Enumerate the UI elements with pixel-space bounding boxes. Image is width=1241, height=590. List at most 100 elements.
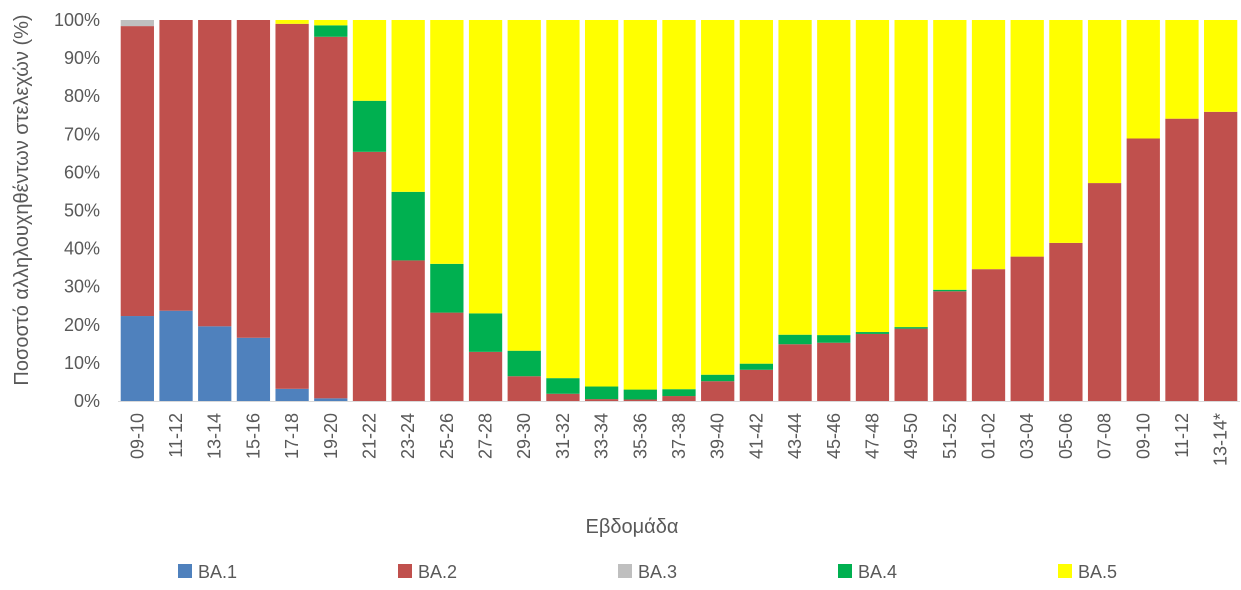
- bar-segment-ba5: [739, 20, 774, 364]
- bar-segment-ba5: [507, 20, 541, 351]
- bar-segment-ba5: [1049, 20, 1083, 243]
- bar-segment-ba1: [275, 388, 309, 401]
- y-tick-label: 50%: [64, 201, 100, 221]
- bar-segment-ba2: [1204, 111, 1238, 401]
- x-tick-label: 43-44: [785, 413, 805, 459]
- y-tick-label: 0%: [74, 391, 100, 411]
- bar-segment-ba2: [971, 269, 1006, 401]
- x-tick-label: 49-50: [901, 413, 921, 459]
- bar-segment-ba5: [314, 20, 348, 26]
- x-tick-label: 11-12: [166, 413, 186, 458]
- bar-segment-ba5: [894, 20, 928, 328]
- bar-segment-ba2: [546, 393, 580, 401]
- bar-segment-ba2: [1087, 183, 1122, 401]
- bar-segment-ba2: [391, 260, 425, 401]
- bars: [120, 20, 1238, 402]
- y-tick-label: 80%: [64, 86, 100, 106]
- y-tick-label: 60%: [64, 162, 100, 182]
- bar-segment-ba5: [1010, 20, 1044, 257]
- bar-segment-ba4: [933, 289, 967, 292]
- legend-label: BA.5: [1078, 562, 1117, 582]
- legend-swatch-ba5: [1058, 564, 1072, 578]
- bar-segment-ba1: [236, 337, 271, 401]
- bar-segment-ba5: [662, 20, 696, 390]
- legend-label: BA.1: [198, 562, 237, 582]
- bar-segment-ba2: [198, 20, 232, 327]
- bar-segment-ba5: [855, 20, 890, 333]
- bar-segment-ba2: [1010, 256, 1044, 401]
- x-tick-label: 13-14: [205, 413, 225, 459]
- bar-segment-ba5: [701, 20, 735, 375]
- bar-segment-ba4: [352, 100, 387, 152]
- bar-segment-ba2: [817, 342, 851, 401]
- bar-segment-ba2: [120, 26, 154, 317]
- x-tick-label: 45-46: [824, 413, 844, 459]
- y-tick-label: 70%: [64, 124, 100, 144]
- bar-segment-ba5: [1204, 20, 1238, 112]
- x-axis-ticks: 09-10 11-12 13-14 15-16 17-18 19-20 21-22 23-24…: [127, 413, 1230, 466]
- bar-segment-ba2: [507, 376, 541, 401]
- bar-segment-ba4: [662, 389, 696, 397]
- bar-segment-ba4: [584, 386, 619, 400]
- bar-segment-ba1: [120, 316, 154, 401]
- x-tick-label: 27-28: [476, 413, 496, 459]
- bar-segment-ba2: [236, 20, 271, 338]
- x-tick-label: 11-12: [1172, 413, 1192, 458]
- bar-segment-ba5: [1126, 20, 1160, 139]
- y-tick-label: 100%: [54, 10, 100, 30]
- x-tick-label: 15-16: [243, 413, 263, 459]
- bar-segment-ba2: [894, 328, 928, 401]
- bar-segment-ba1: [159, 310, 193, 401]
- x-tick-label: 19-20: [321, 413, 341, 459]
- y-tick-label: 40%: [64, 239, 100, 259]
- bar-segment-ba5: [468, 20, 503, 314]
- legend-label: BA.4: [858, 562, 897, 582]
- x-tick-label: 51-52: [940, 413, 960, 459]
- x-tick-label: 03-04: [1017, 413, 1037, 459]
- bar-segment-ba3: [120, 20, 154, 27]
- bar-segment-ba2: [855, 333, 890, 401]
- legend-label: BA.2: [418, 562, 457, 582]
- x-tick-label: 25-26: [437, 413, 457, 459]
- bar-segment-ba4: [701, 374, 735, 382]
- x-tick-label: 09-10: [127, 413, 147, 459]
- bar-segment-ba5: [391, 20, 425, 192]
- bar-segment-ba2: [933, 291, 967, 401]
- bar-segment-ba5: [430, 20, 464, 264]
- bar-segment-ba5: [275, 20, 309, 24]
- bar-segment-ba4: [623, 389, 657, 400]
- y-tick-label: 30%: [64, 277, 100, 297]
- bar-segment-ba4: [817, 335, 851, 343]
- x-tick-label: 23-24: [398, 413, 418, 459]
- x-axis-title: Εβδομάδα: [586, 516, 679, 538]
- bar-segment-ba5: [1087, 20, 1122, 184]
- x-tick-label: 21-22: [359, 413, 379, 459]
- legend-swatch-ba1: [178, 564, 192, 578]
- bar-segment-ba4: [894, 327, 928, 329]
- x-tick-label: 47-48: [862, 413, 882, 459]
- bar-segment-ba2: [159, 20, 193, 311]
- legend-swatch-ba2: [398, 564, 412, 578]
- y-tick-label: 90%: [64, 48, 100, 68]
- bar-segment-ba4: [739, 363, 774, 370]
- bar-segment-ba4: [778, 334, 812, 345]
- legend: BA.1 BA.2 BA.3 BA.4 BA.5: [178, 562, 1117, 582]
- x-tick-label: 13-14*: [1211, 413, 1231, 466]
- bar-segment-ba4: [314, 25, 348, 37]
- bar-segment-ba2: [739, 369, 774, 401]
- x-tick-label: 29-30: [514, 413, 534, 459]
- bar-segment-ba2: [1165, 118, 1199, 402]
- bar-segment-ba4: [855, 332, 890, 334]
- legend-swatch-ba3: [618, 564, 632, 578]
- bar-segment-ba4: [546, 378, 580, 394]
- bar-segment-ba5: [971, 20, 1006, 270]
- bar-segment-ba2: [623, 399, 657, 401]
- bar-segment-ba4: [391, 191, 425, 261]
- bar-segment-ba2: [430, 312, 464, 401]
- bar-segment-ba5: [1165, 20, 1199, 119]
- x-tick-label: 33-34: [592, 413, 612, 459]
- bar-segment-ba2: [468, 351, 503, 401]
- y-axis-ticks: 0% 10% 20% 30% 40% 50% 60% 70% 80% 90% 100%: [54, 10, 100, 411]
- bar-segment-ba5: [584, 20, 619, 387]
